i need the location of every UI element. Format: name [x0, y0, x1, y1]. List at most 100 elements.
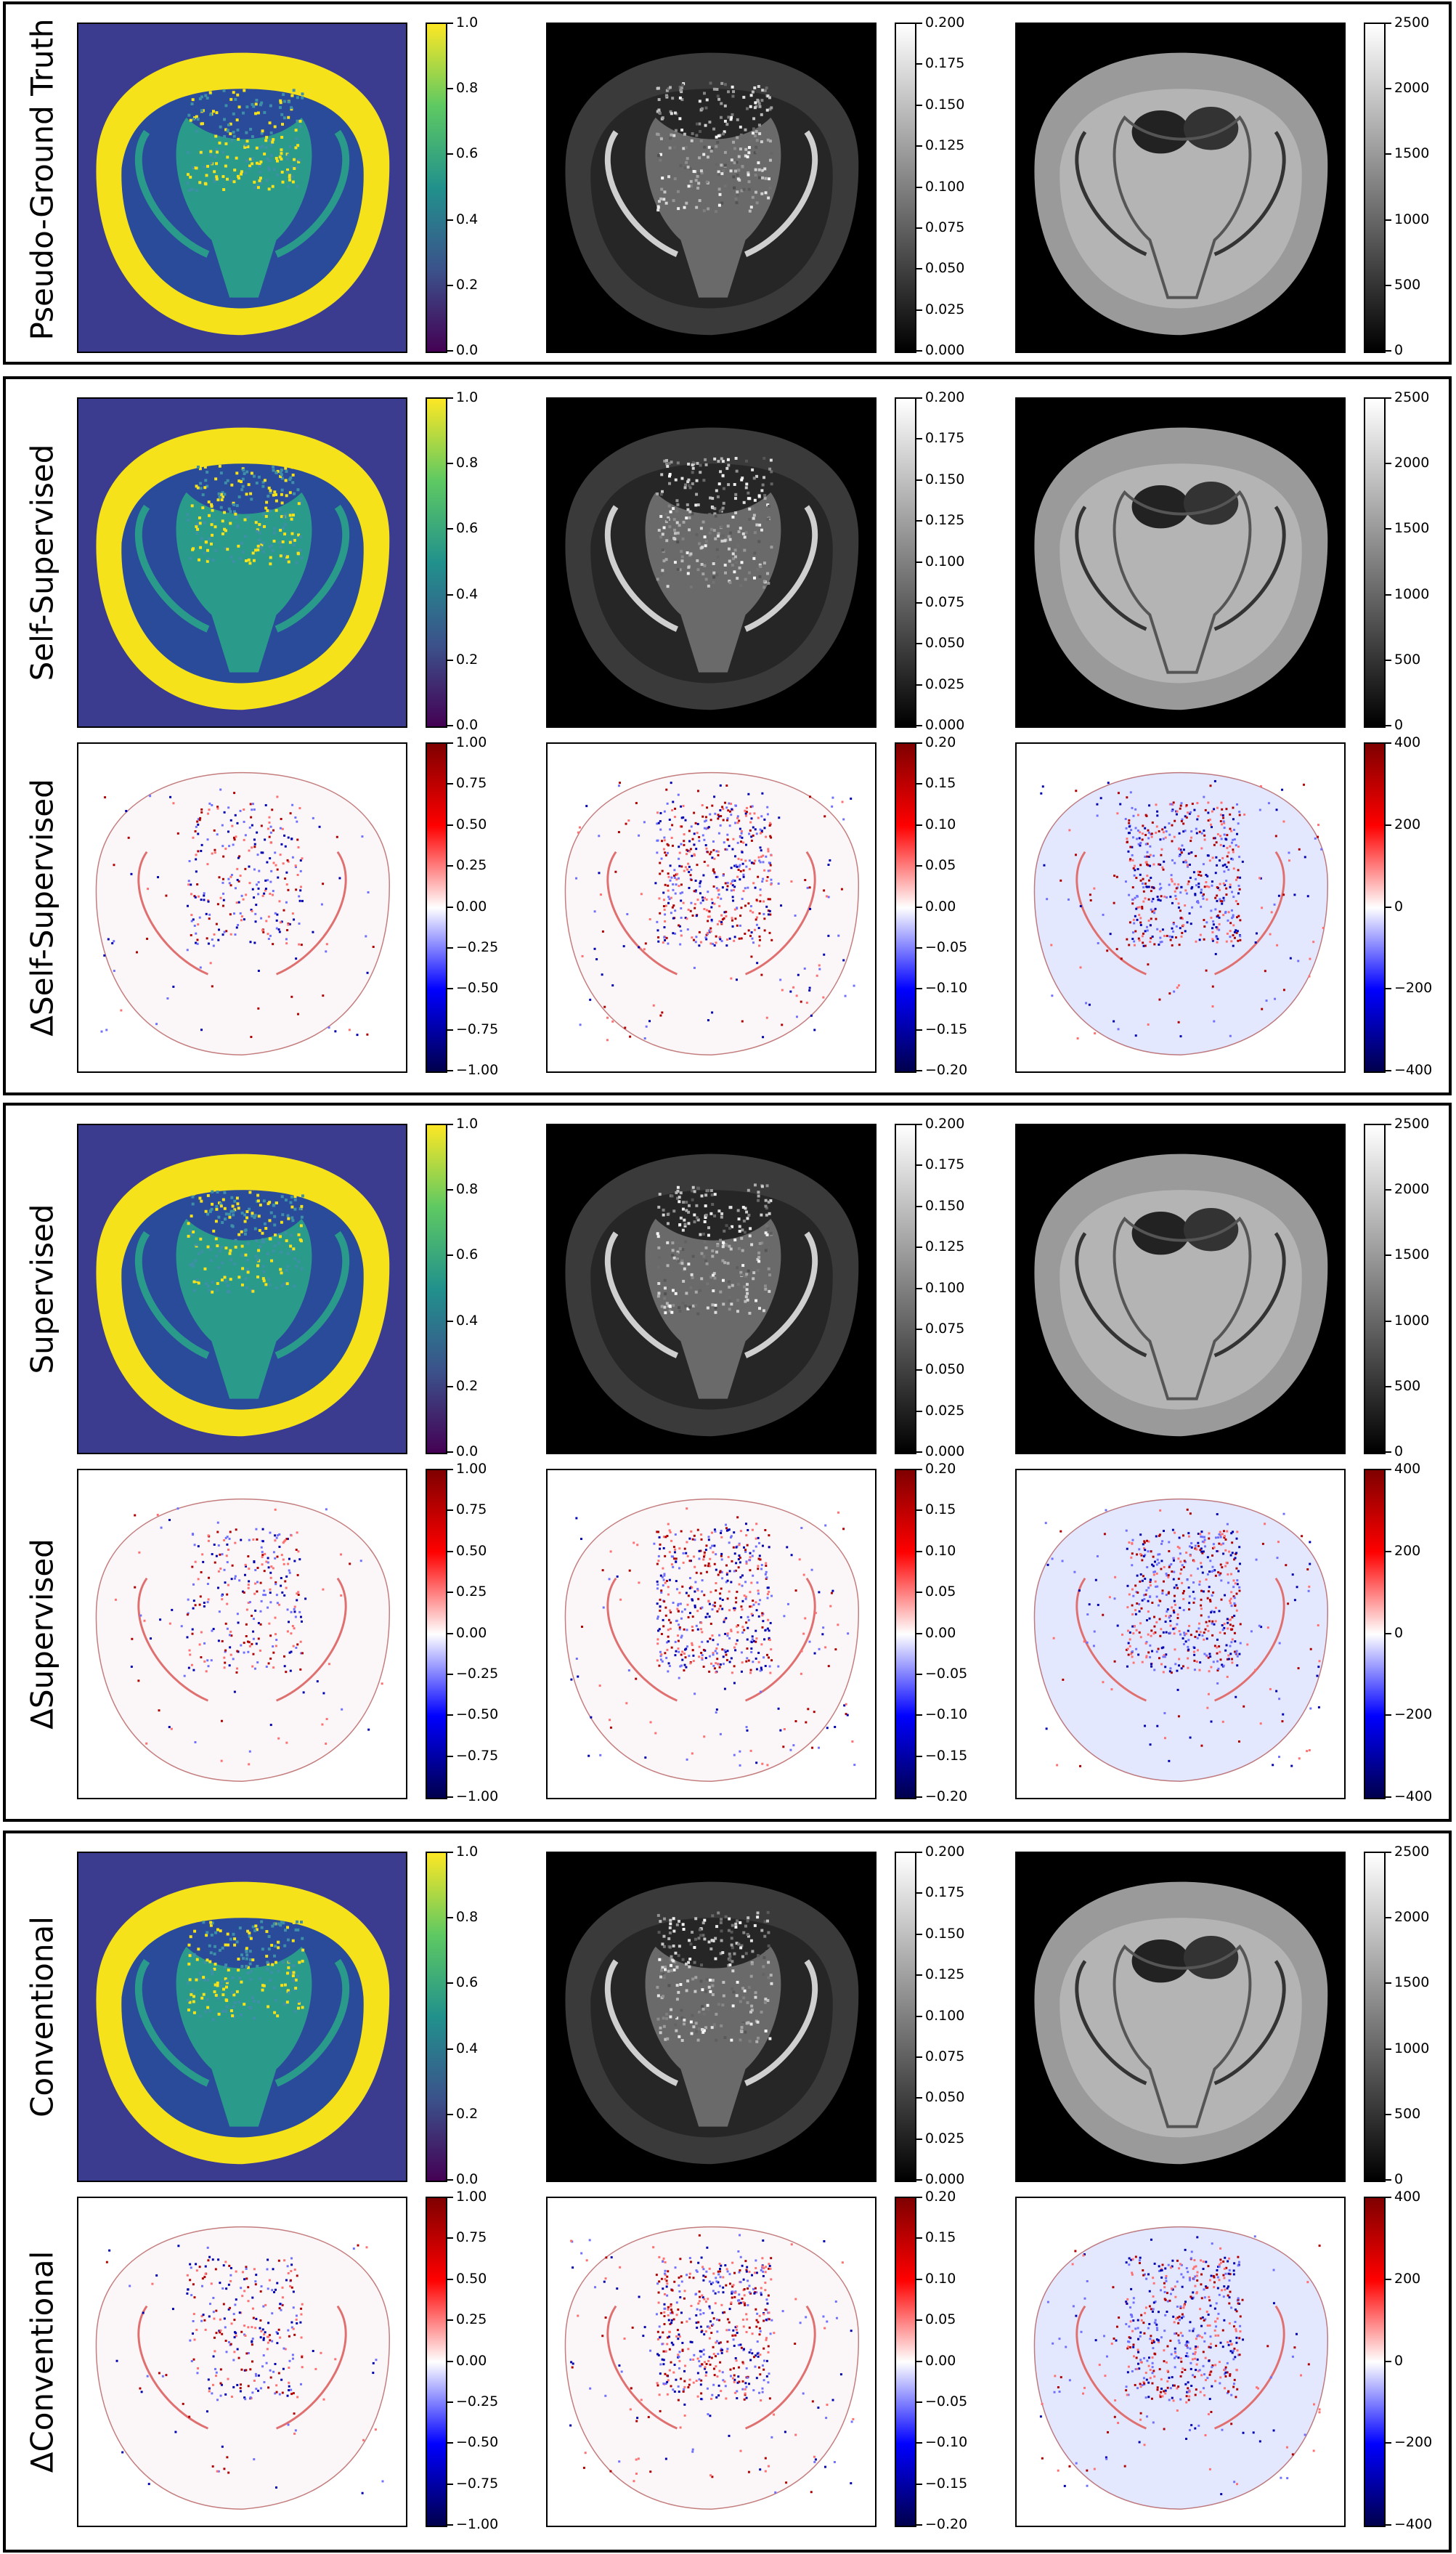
colorbar-tick: 1500 — [1385, 1246, 1430, 1263]
colorbar-tick: 2500 — [1385, 389, 1430, 405]
panel-1: Pseudo-Ground Truth1.00.80.60.40.20.0PDF… — [3, 1, 1452, 365]
colorbar-tick: −0.25 — [447, 1665, 499, 1682]
colorbar-pdff — [426, 23, 447, 353]
colorbar-tick: 1.00 — [447, 2189, 487, 2205]
colorbar-pdff — [426, 1124, 447, 1454]
colorbar-tick: 0.00 — [447, 898, 487, 915]
colorbar-tick: 0.150 — [916, 96, 965, 113]
colorbar-tick: 500 — [1385, 276, 1421, 293]
colorbar-tick: −0.50 — [447, 1706, 499, 1723]
colorbar-tick: 0.25 — [447, 857, 487, 874]
colorbar-tick: 0.4 — [447, 1312, 479, 1329]
colorbar-tick: −0.50 — [447, 2434, 499, 2451]
colorbar-tick: 0.00 — [447, 2352, 487, 2369]
map-image-delta-pdff — [77, 742, 407, 1073]
colorbar-tick: 1000 — [1385, 2040, 1430, 2056]
colorbar-tick: 0.075 — [916, 1320, 965, 1337]
colorbar-tick: 0.20 — [916, 2189, 956, 2205]
colorbar-tick: 1000 — [1385, 211, 1430, 227]
panel-2: Self-Supervised1.00.80.60.40.20.0PDFF0.2… — [3, 376, 1452, 1095]
row-label: Pseudo-Ground Truth — [24, 17, 60, 340]
map-image-delta-s0 — [1015, 2197, 1346, 2527]
colorbar-tick: 1500 — [1385, 1974, 1430, 1991]
colorbar-tick: 2000 — [1385, 80, 1430, 97]
colorbar-tick: 0.6 — [447, 1974, 479, 1991]
colorbar-tick: −0.05 — [916, 2393, 968, 2409]
colorbar-tick: 0.000 — [916, 342, 965, 358]
colorbar-tick: −0.05 — [916, 939, 968, 955]
colorbar-tick: −0.10 — [916, 1706, 968, 1723]
colorbar-tick: −0.05 — [916, 1665, 968, 1682]
colorbar-tick: 0.6 — [447, 1246, 479, 1263]
colorbar-tick: 0.175 — [916, 1884, 965, 1901]
colorbar-tick: −1.00 — [447, 2516, 499, 2532]
colorbar-tick: 0.200 — [916, 1116, 965, 1132]
colorbar-tick: 0 — [1385, 1624, 1404, 1641]
colorbar-tick: 0.125 — [916, 512, 965, 529]
colorbar-tick: 2000 — [1385, 455, 1430, 471]
map-image-pdff — [77, 1124, 407, 1454]
colorbar-delta-s0 — [1364, 742, 1386, 1073]
colorbar-tick: 0.075 — [916, 219, 965, 235]
map-image-delta-s0 — [1015, 742, 1346, 1073]
colorbar-tick: 500 — [1385, 651, 1421, 668]
colorbar-pdff — [426, 397, 447, 728]
colorbar-tick: 200 — [1385, 1542, 1421, 1559]
colorbar-tick: 0.175 — [916, 1156, 965, 1173]
colorbar-tick: −0.15 — [916, 1021, 968, 1037]
row-label: ΔSelf-Supervised — [24, 778, 60, 1037]
colorbar-tick: 0 — [1385, 342, 1404, 358]
colorbar-tick: 0.50 — [447, 2270, 487, 2287]
colorbar-tick: −0.20 — [916, 1062, 968, 1078]
colorbar-tick: 1500 — [1385, 520, 1430, 537]
map-image-delta-pdff — [77, 1469, 407, 1799]
colorbar-tick: 0.75 — [447, 775, 487, 792]
colorbar-tick: 0.00 — [916, 1624, 956, 1641]
colorbar-tick: −0.75 — [447, 1021, 499, 1037]
colorbar-delta-r2-star — [895, 742, 916, 1073]
colorbar-tick: 0.05 — [916, 1584, 956, 1600]
colorbar-tick: 0.025 — [916, 1402, 965, 1419]
colorbar-tick: −1.00 — [447, 1788, 499, 1804]
colorbar-tick: 2500 — [1385, 1116, 1430, 1132]
colorbar-tick: 0.200 — [916, 1844, 965, 1860]
colorbar-delta-r2-star — [895, 1469, 916, 1799]
map-image-delta-pdff — [77, 2197, 407, 2527]
colorbar-tick: 2000 — [1385, 1181, 1430, 1198]
colorbar-tick: 0.075 — [916, 593, 965, 610]
colorbar-tick: 0.050 — [916, 260, 965, 277]
colorbar-tick: 0.000 — [916, 1443, 965, 1459]
colorbar-tick: 0.100 — [916, 178, 965, 195]
colorbar-tick: 0.050 — [916, 635, 965, 652]
map-image-s0 — [1015, 397, 1346, 728]
map-image-s0 — [1015, 1852, 1346, 2182]
colorbar-tick: 0 — [1385, 1443, 1404, 1459]
map-image-delta-s0 — [1015, 1469, 1346, 1799]
colorbar-delta-r2-star — [895, 2197, 916, 2527]
colorbar-tick: 0.025 — [916, 676, 965, 692]
colorbar-tick: 1.00 — [447, 1461, 487, 1477]
colorbar-r2-star — [895, 397, 916, 728]
colorbar-tick: −400 — [1385, 1788, 1433, 1804]
colorbar-tick: 0.2 — [447, 651, 479, 668]
colorbar-tick: 0.100 — [916, 2007, 965, 2024]
colorbar-s0 — [1364, 1124, 1386, 1454]
colorbar-tick: 0.050 — [916, 2089, 965, 2106]
colorbar-tick: 0.00 — [916, 2352, 956, 2369]
colorbar-tick: −0.25 — [447, 939, 499, 955]
colorbar-r2-star — [895, 23, 916, 353]
colorbar-s0 — [1364, 23, 1386, 353]
colorbar-tick: 0.125 — [916, 1966, 965, 1983]
colorbar-delta-s0 — [1364, 2197, 1386, 2527]
colorbar-tick: 0.8 — [447, 455, 479, 471]
colorbar-tick: 0.025 — [916, 301, 965, 317]
colorbar-tick: 0 — [1385, 898, 1404, 915]
colorbar-tick: 0.050 — [916, 1361, 965, 1378]
map-image-pdff — [77, 397, 407, 728]
colorbar-tick: 0.150 — [916, 471, 965, 487]
colorbar-tick: −0.10 — [916, 2434, 968, 2451]
colorbar-tick: 0.00 — [916, 898, 956, 915]
colorbar-tick: −0.25 — [447, 2393, 499, 2409]
colorbar-tick: −0.15 — [916, 1747, 968, 1764]
colorbar-tick: 0.25 — [447, 1584, 487, 1600]
